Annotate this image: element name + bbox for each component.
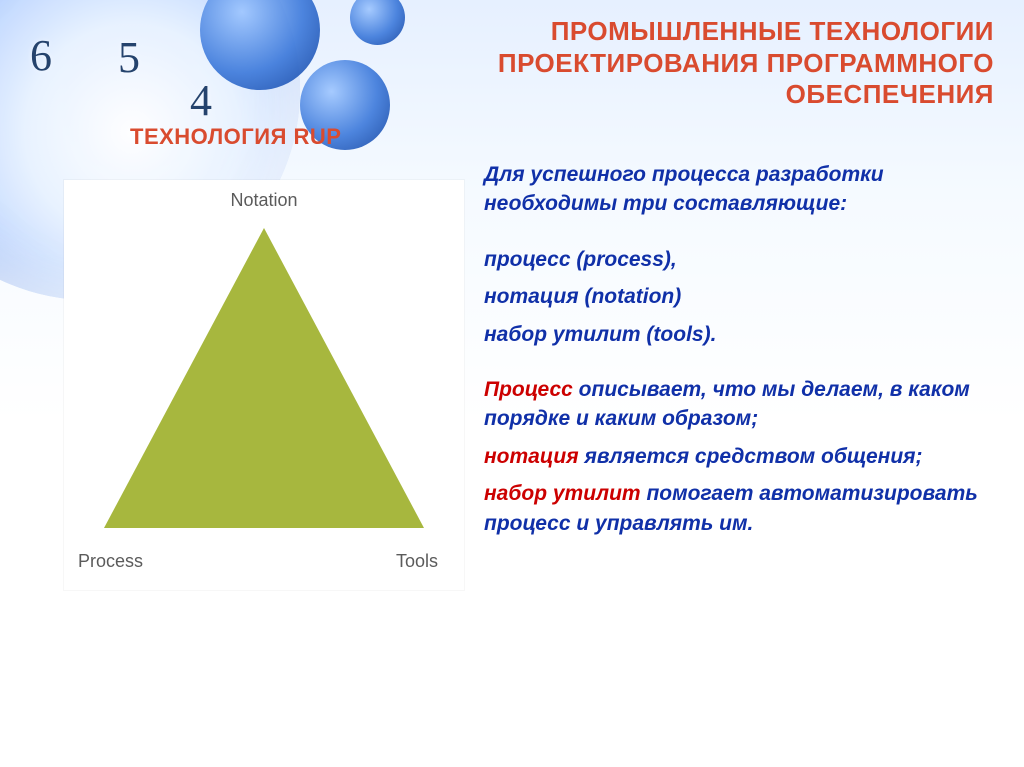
clock-numeral-5: 5 bbox=[118, 32, 140, 83]
slide: 6 5 4 ПРОМЫШЛЕННЫЕ ТЕХНОЛОГИИ ПРОЕКТИРОВ… bbox=[0, 0, 1024, 767]
triangle-label-top: Notation bbox=[64, 190, 464, 211]
clock-numeral-6: 6 bbox=[30, 30, 52, 81]
intro-text: Для успешного процесса разработки необхо… bbox=[484, 160, 996, 219]
clock-numeral-4: 4 bbox=[190, 75, 212, 126]
keyword-process: Процесс bbox=[484, 378, 573, 401]
body-text: Для успешного процесса разработки необхо… bbox=[484, 160, 996, 546]
rup-triangle-diagram: Notation Process Tools bbox=[64, 180, 464, 590]
triangle-shape bbox=[104, 228, 424, 528]
triangle-label-bottom-left: Process bbox=[78, 551, 143, 572]
page-title: ПРОМЫШЛЕННЫЕ ТЕХНОЛОГИИ ПРОЕКТИРОВАНИЯ П… bbox=[294, 16, 994, 111]
triangle-label-bottom-right: Tools bbox=[396, 551, 438, 572]
title-line: ПРОЕКТИРОВАНИЯ ПРОГРАММНОГО bbox=[498, 48, 994, 78]
explain-tools: набор утилит помогает автоматизировать п… bbox=[484, 479, 996, 538]
explain-text: является средством общения; bbox=[579, 445, 923, 468]
title-line: ОБЕСПЕЧЕНИЯ bbox=[786, 79, 994, 109]
list-item: нотация (notation) bbox=[484, 282, 996, 311]
explain-process: Процесс описывает, что мы делаем, в како… bbox=[484, 375, 996, 434]
keyword-notation: нотация bbox=[484, 445, 579, 468]
explain-notation: нотация является средством общения; bbox=[484, 442, 996, 471]
list-item: набор утилит (tools). bbox=[484, 320, 996, 349]
keyword-tools: набор утилит bbox=[484, 482, 641, 505]
list-item: процесс (process), bbox=[484, 245, 996, 274]
title-line: ПРОМЫШЛЕННЫЕ ТЕХНОЛОГИИ bbox=[551, 16, 994, 46]
subtitle: ТЕХНОЛОГИЯ RUP bbox=[130, 124, 341, 150]
